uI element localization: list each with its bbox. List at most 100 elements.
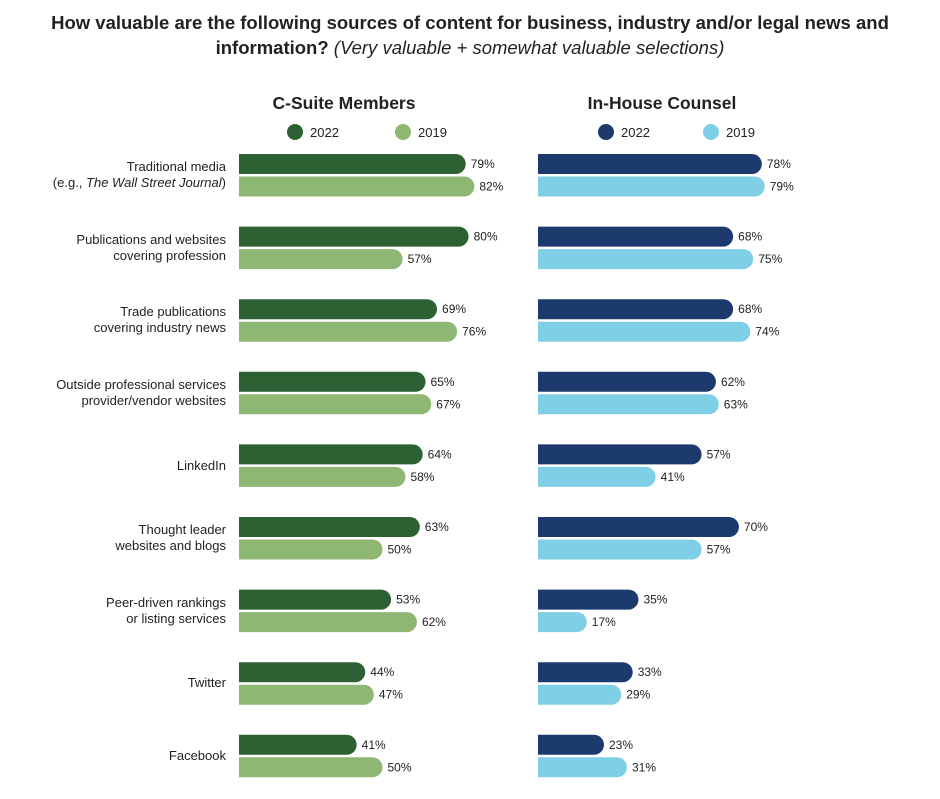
bar-csuite-2019 bbox=[239, 176, 475, 197]
data-label: 62% bbox=[721, 375, 745, 389]
category-label: Traditional media (e.g., The Wall Street … bbox=[6, 159, 226, 191]
data-label: 79% bbox=[471, 157, 495, 171]
chart-title-sub: (Very valuable + somewhat valuable selec… bbox=[333, 37, 725, 58]
category-label-line: Thought leader bbox=[138, 522, 226, 538]
bar-csuite-2019 bbox=[239, 321, 458, 342]
bar-csuite-2022 bbox=[239, 662, 366, 683]
bar-inhouse-2019 bbox=[538, 249, 754, 270]
bar-inhouse-2022 bbox=[538, 154, 762, 174]
bar-csuite-2022 bbox=[239, 154, 466, 174]
legend-item-csuite-2019: 2019 bbox=[395, 124, 447, 140]
data-label: 17% bbox=[592, 615, 616, 629]
data-label: 50% bbox=[388, 760, 412, 774]
chart-title: How valuable are the following sources o… bbox=[20, 10, 920, 60]
category-label-line: Peer-driven rankings bbox=[106, 594, 226, 610]
bar-inhouse-2022 bbox=[538, 299, 734, 320]
bar-csuite-2022 bbox=[239, 226, 469, 247]
bar-inhouse-2019 bbox=[538, 394, 719, 415]
legend-label: 2022 bbox=[310, 124, 339, 140]
data-label: 78% bbox=[767, 157, 791, 171]
category-label-line: covering industry news bbox=[93, 320, 226, 336]
chart-title-main: How valuable are the following sources o… bbox=[51, 12, 889, 58]
legend-item-inhouse-2019: 2019 bbox=[703, 124, 755, 140]
data-label: 44% bbox=[370, 665, 394, 679]
data-label: 74% bbox=[755, 325, 779, 339]
data-label: 23% bbox=[609, 738, 633, 752]
data-label: 80% bbox=[474, 230, 498, 244]
bar-inhouse-2019 bbox=[538, 321, 751, 342]
bar-inhouse-2022 bbox=[538, 517, 739, 537]
data-label: 69% bbox=[442, 302, 466, 316]
bar-inhouse-2019 bbox=[538, 757, 627, 778]
bar-inhouse-2022 bbox=[538, 734, 605, 755]
bar-inhouse-2022 bbox=[538, 662, 633, 683]
bar-csuite-2019 bbox=[239, 466, 406, 487]
category-label: Peer-driven rankings or listing services bbox=[6, 595, 226, 627]
legend-label: 2022 bbox=[621, 124, 650, 140]
bar-csuite-2022 bbox=[239, 371, 426, 392]
category-label-line: covering profession bbox=[113, 247, 226, 263]
bar-csuite-2019 bbox=[239, 684, 374, 705]
bar-inhouse-2022 bbox=[538, 371, 716, 392]
bar-csuite-2022 bbox=[239, 299, 438, 320]
bar-csuite-2019 bbox=[239, 394, 432, 415]
category-label-line: Trade publications bbox=[120, 304, 226, 320]
category-label-line: websites and blogs bbox=[115, 538, 226, 554]
category-label-line: Facebook bbox=[168, 748, 226, 764]
data-label: 58% bbox=[410, 470, 434, 484]
category-label-line: Traditional media bbox=[126, 159, 226, 175]
legend-swatch-icon bbox=[598, 124, 614, 140]
panel-title-inhouse: In-House Counsel bbox=[587, 93, 737, 113]
data-label: 57% bbox=[408, 252, 432, 266]
category-label: LinkedIn bbox=[6, 458, 226, 474]
category-label: Facebook bbox=[6, 748, 226, 764]
category-label-line: Outside professional services bbox=[56, 377, 226, 393]
bar-inhouse-2019 bbox=[538, 612, 587, 633]
data-label: 62% bbox=[422, 615, 446, 629]
category-label: Outside professional services provider/ve… bbox=[6, 377, 226, 409]
data-label: 47% bbox=[379, 688, 403, 702]
legend-swatch-icon bbox=[287, 124, 303, 140]
data-label: 79% bbox=[770, 180, 794, 194]
bar-csuite-2022 bbox=[239, 734, 357, 755]
category-label-line: or listing services bbox=[126, 610, 226, 626]
data-label: 76% bbox=[462, 325, 486, 339]
bar-inhouse-2019 bbox=[538, 176, 765, 197]
data-label: 57% bbox=[707, 447, 731, 461]
data-label: 70% bbox=[744, 520, 768, 534]
bar-inhouse-2022 bbox=[538, 226, 734, 247]
data-label: 64% bbox=[428, 447, 452, 461]
bar-inhouse-2019 bbox=[538, 684, 622, 705]
category-label: Trade publications covering industry news bbox=[6, 304, 226, 336]
legend-swatch-icon bbox=[395, 124, 411, 140]
data-label: 63% bbox=[724, 397, 748, 411]
category-label: Thought leader websites and blogs bbox=[6, 522, 226, 554]
data-label: 65% bbox=[431, 375, 455, 389]
bar-csuite-2022 bbox=[239, 444, 423, 465]
category-label-line: LinkedIn bbox=[176, 457, 226, 473]
data-label: 67% bbox=[436, 397, 460, 411]
legend-label: 2019 bbox=[418, 124, 447, 140]
bar-csuite-2022 bbox=[239, 517, 420, 537]
category-label-line: Twitter bbox=[187, 675, 226, 691]
data-label: 63% bbox=[425, 520, 449, 534]
bar-csuite-2019 bbox=[239, 249, 403, 270]
bar-inhouse-2022 bbox=[538, 589, 639, 610]
category-label-line: (e.g., The Wall Street Journal) bbox=[52, 175, 226, 191]
category-label-line: provider/vendor websites bbox=[81, 393, 226, 409]
bar-inhouse-2019 bbox=[538, 539, 702, 560]
bar-csuite-2019 bbox=[239, 757, 383, 778]
data-label: 53% bbox=[396, 593, 420, 607]
bar-inhouse-2022 bbox=[538, 444, 702, 465]
data-label: 57% bbox=[707, 543, 731, 557]
data-label: 75% bbox=[758, 252, 782, 266]
data-label: 68% bbox=[738, 302, 762, 316]
category-label-line: Publications and websites bbox=[76, 231, 226, 247]
data-label: 50% bbox=[388, 543, 412, 557]
category-label: Twitter bbox=[6, 675, 226, 691]
bar-csuite-2019 bbox=[239, 612, 417, 633]
category-label-italic: The Wall Street Journal bbox=[86, 175, 222, 191]
bar-csuite-2022 bbox=[239, 589, 392, 610]
panel-title-csuite: C-Suite Members bbox=[272, 93, 416, 113]
